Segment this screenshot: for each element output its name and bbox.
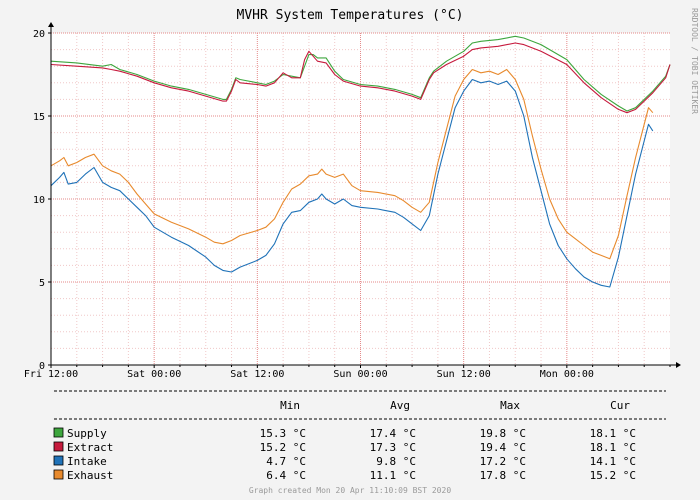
legend-value-supply-max: 19.8 °C (480, 427, 526, 440)
legend-value-extract-avg: 17.3 °C (370, 441, 416, 454)
legend-value-extract-cur: 18.1 °C (590, 441, 636, 454)
y-tick-label: 10 (33, 195, 45, 206)
legend-label-intake: Intake (67, 455, 107, 468)
legend-value-intake-avg: 9.8 °C (376, 455, 416, 468)
legend-value-intake-cur: 14.1 °C (590, 455, 636, 468)
y-tick-label: 5 (39, 278, 45, 289)
graph-created-footer: Graph created Mon 20 Apr 11:10:09 BST 20… (249, 486, 451, 495)
legend-value-exhaust-cur: 15.2 °C (590, 469, 636, 482)
axes (48, 22, 681, 368)
legend-value-exhaust-min: 6.4 °C (266, 469, 306, 482)
legend-swatch-extract (53, 441, 64, 452)
legend-label-supply: Supply (67, 427, 107, 440)
legend-label-extract: Extract (67, 441, 113, 454)
legend-value-supply-cur: 18.1 °C (590, 427, 636, 440)
legend-value-exhaust-max: 17.8 °C (480, 469, 526, 482)
y-axis-arrow (48, 22, 54, 27)
legend-value-intake-min: 4.7 °C (266, 455, 306, 468)
y-tick-label: 20 (33, 29, 45, 40)
x-tick-label: Fri 12:00 (24, 369, 78, 380)
legend-swatch-exhaust (53, 469, 64, 480)
grid (51, 32, 670, 365)
legend-value-supply-min: 15.3 °C (260, 427, 306, 440)
legend-header-min: Min (280, 399, 300, 412)
legend-swatch-supply (53, 427, 64, 438)
legend-header-avg: Avg (390, 399, 410, 412)
legend-label-exhaust: Exhaust (67, 469, 113, 482)
series-line-exhaust (50, 68, 654, 260)
legend-value-exhaust-avg: 11.1 °C (370, 469, 416, 482)
x-tick-label: Sun 00:00 (333, 369, 387, 380)
x-tick-label: Sun 12:00 (437, 369, 491, 380)
y-tick-label: 15 (33, 112, 45, 123)
series-line-supply (50, 35, 671, 112)
legend-header-max: Max (500, 399, 520, 412)
y-tick-label: 0 (39, 361, 45, 372)
x-tick-label: Mon 00:00 (540, 369, 594, 380)
series-lines (50, 35, 671, 288)
watermark: RRDTOOL / TOBI OETIKER (690, 8, 699, 114)
series-line-extract (50, 42, 671, 114)
legend-value-supply-avg: 17.4 °C (370, 427, 416, 440)
legend-header-cur: Cur (610, 399, 630, 412)
chart-title: MVHR System Temperatures (°C) (237, 8, 464, 23)
x-tick-label: Sat 00:00 (127, 369, 181, 380)
x-axis-arrow (676, 362, 681, 368)
tick-labels: Fri 12:00 Sat 00:00 Sat 12:00 Sun 00:00 Sun … (24, 29, 594, 380)
x-tick-label: Sat 12:00 (230, 369, 284, 380)
legend-value-extract-max: 19.4 °C (480, 441, 526, 454)
legend-swatch-intake (53, 455, 64, 466)
legend-value-intake-max: 17.2 °C (480, 455, 526, 468)
series-line-intake (50, 78, 654, 288)
legend-value-extract-min: 15.2 °C (260, 441, 306, 454)
